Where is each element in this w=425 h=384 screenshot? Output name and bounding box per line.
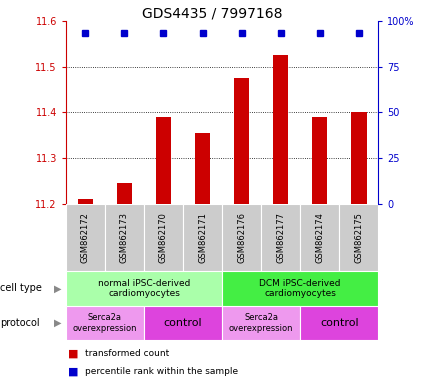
Bar bbox=[273, 55, 289, 204]
Bar bbox=[339, 204, 378, 271]
Bar bbox=[66, 271, 222, 306]
Text: protocol: protocol bbox=[0, 318, 40, 328]
Bar bbox=[66, 306, 144, 340]
Text: Serca2a
overexpression: Serca2a overexpression bbox=[73, 313, 137, 333]
Text: Serca2a
overexpression: Serca2a overexpression bbox=[229, 313, 293, 333]
Bar bbox=[351, 113, 366, 204]
Text: GSM862170: GSM862170 bbox=[159, 212, 168, 263]
Bar bbox=[66, 204, 105, 271]
Text: GSM862172: GSM862172 bbox=[81, 212, 90, 263]
Text: ▶: ▶ bbox=[54, 318, 62, 328]
Text: ■: ■ bbox=[68, 367, 79, 377]
Text: GSM862173: GSM862173 bbox=[120, 212, 129, 263]
Bar bbox=[300, 204, 339, 271]
Bar bbox=[222, 204, 261, 271]
Bar bbox=[222, 306, 300, 340]
Bar bbox=[144, 204, 183, 271]
Text: control: control bbox=[164, 318, 202, 328]
Bar bbox=[183, 204, 222, 271]
Text: ■: ■ bbox=[68, 349, 79, 359]
Bar bbox=[261, 204, 300, 271]
Text: GSM862171: GSM862171 bbox=[198, 212, 207, 263]
Bar bbox=[105, 204, 144, 271]
Bar bbox=[144, 306, 222, 340]
Text: DCM iPSC-derived
cardiomyocytes: DCM iPSC-derived cardiomyocytes bbox=[259, 279, 341, 298]
Bar bbox=[312, 117, 328, 204]
Bar bbox=[116, 183, 132, 204]
Text: percentile rank within the sample: percentile rank within the sample bbox=[85, 367, 238, 376]
Text: GDS4435 / 7997168: GDS4435 / 7997168 bbox=[142, 7, 283, 20]
Text: transformed count: transformed count bbox=[85, 349, 169, 359]
Bar bbox=[156, 117, 171, 204]
Text: GSM862176: GSM862176 bbox=[237, 212, 246, 263]
Text: cell type: cell type bbox=[0, 283, 42, 293]
Bar bbox=[234, 78, 249, 204]
Bar bbox=[78, 199, 93, 204]
Text: ▶: ▶ bbox=[54, 283, 62, 293]
Bar bbox=[300, 306, 378, 340]
Text: GSM862177: GSM862177 bbox=[276, 212, 285, 263]
Bar bbox=[222, 271, 378, 306]
Bar bbox=[195, 133, 210, 204]
Text: GSM862174: GSM862174 bbox=[315, 212, 324, 263]
Text: normal iPSC-derived
cardiomyocytes: normal iPSC-derived cardiomyocytes bbox=[98, 279, 190, 298]
Text: control: control bbox=[320, 318, 359, 328]
Text: GSM862175: GSM862175 bbox=[354, 212, 363, 263]
